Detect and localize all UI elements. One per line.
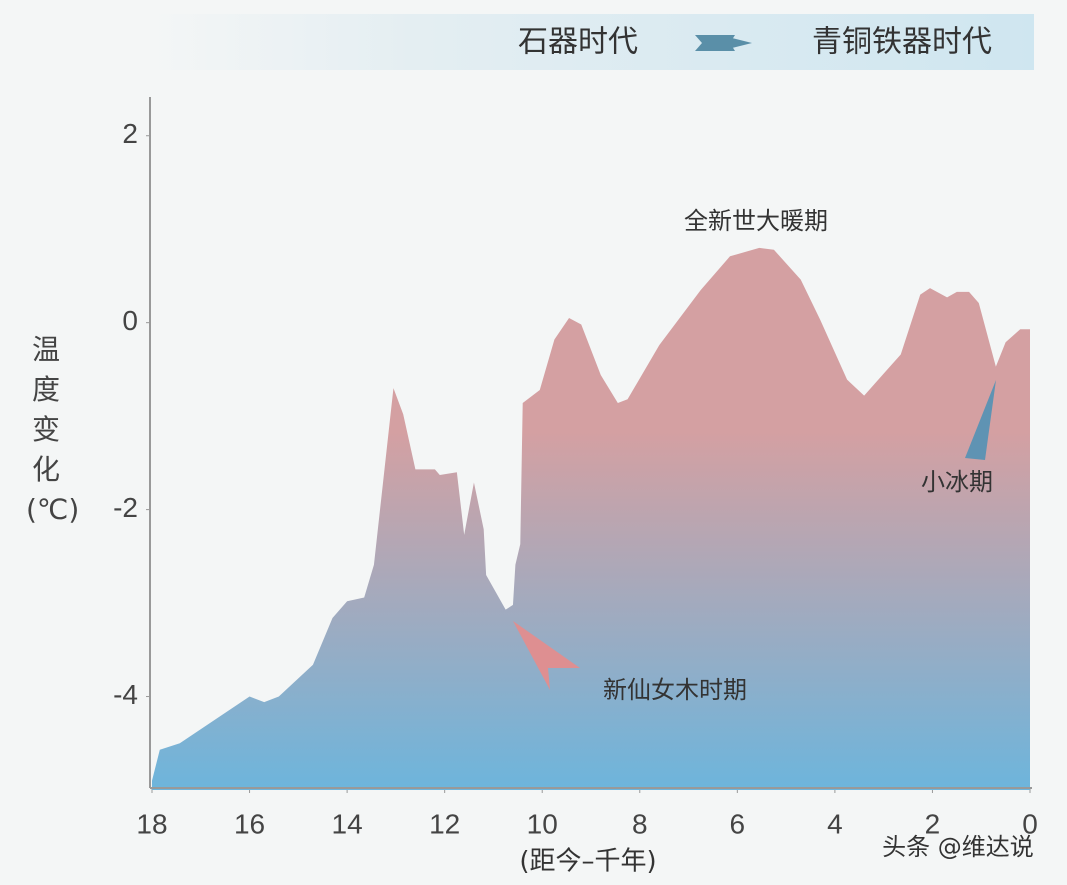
plot: 2 0 -2 -4 18 16 14 12 10 8 6 4 2 0 [113, 118, 1038, 839]
x-tick-label: 18 [136, 808, 167, 839]
annotation-arrow [965, 380, 996, 460]
annotation: 新仙女木时期 [603, 676, 747, 704]
y-tick-label: 2 [122, 118, 138, 149]
y-tick-label: 0 [122, 305, 138, 336]
header-right: 青铜铁器时代 [812, 25, 992, 60]
header-arrow [695, 35, 735, 51]
y-tick-label: -4 [113, 679, 138, 710]
y-tick-label: -2 [113, 492, 138, 523]
annotation: 全新世大暖期 [684, 207, 828, 235]
y-axis-label: 温度变化(℃) [26, 333, 80, 526]
x-tick-label: 12 [429, 808, 460, 839]
annotation-arrow [513, 621, 580, 690]
x-tick-label: 6 [730, 808, 746, 839]
header-band [150, 14, 1034, 70]
x-tick-label: 10 [527, 808, 558, 839]
x-tick-label: 8 [632, 808, 648, 839]
header-arrow-head [728, 37, 752, 49]
x-tick-label: 4 [827, 808, 843, 839]
x-tick-label: 14 [332, 808, 363, 839]
x-tick-label: 0 [1022, 808, 1038, 839]
x-tick-label: 2 [925, 808, 941, 839]
watermark: 头条 @维达说 [882, 833, 1034, 861]
x-tick-label: 16 [234, 808, 265, 839]
annotation: 小冰期 [921, 468, 993, 496]
area [152, 247, 1030, 791]
x-axis-label: (距今–千年) [519, 847, 656, 877]
header-left: 石器时代 [518, 25, 638, 60]
